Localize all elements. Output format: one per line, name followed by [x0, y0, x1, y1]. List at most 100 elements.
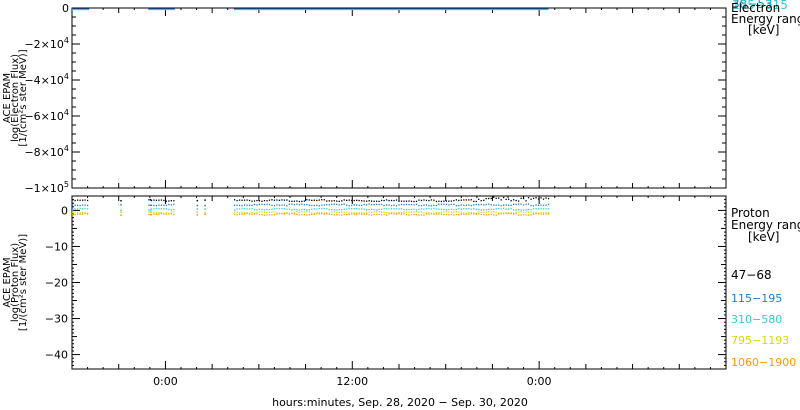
proton-point: [428, 204, 430, 207]
proton-point: [428, 199, 430, 202]
proton-point: [400, 212, 403, 214]
proton-point: [473, 212, 475, 214]
proton-point: [385, 211, 388, 214]
proton-legend-entry: 795−1193: [731, 334, 789, 347]
proton-point: [450, 203, 452, 206]
proton-point: [251, 204, 253, 207]
proton-point: [428, 212, 430, 214]
proton-point: [443, 200, 445, 202]
proton-point: [400, 213, 403, 215]
proton-point: [393, 213, 395, 215]
proton-point: [458, 211, 460, 213]
proton-point: [433, 212, 435, 214]
proton-point: [455, 205, 457, 207]
proton-point: [318, 207, 320, 210]
proton-point: [196, 214, 199, 216]
electron-ytick-label: −1×105: [24, 180, 69, 195]
proton-point: [76, 211, 79, 214]
proton-point: [253, 203, 256, 206]
proton-point: [74, 214, 76, 216]
proton-point: [258, 200, 261, 202]
proton-point: [512, 199, 515, 201]
proton-point: [328, 212, 330, 214]
proton-series-4: [72, 212, 550, 217]
proton-point: [403, 203, 405, 206]
proton-point: [498, 197, 500, 199]
proton-point: [378, 200, 380, 203]
proton-point: [301, 214, 303, 216]
proton-point: [348, 213, 350, 216]
proton-point: [276, 199, 278, 201]
proton-point: [246, 212, 248, 215]
proton-point: [346, 211, 348, 213]
proton-point: [510, 207, 512, 210]
proton-point: [248, 204, 251, 207]
proton-point: [266, 214, 268, 216]
proton-point: [418, 208, 420, 210]
proton-point: [256, 204, 258, 206]
proton-point: [527, 197, 530, 199]
proton-point: [238, 199, 241, 201]
proton-point: [505, 198, 507, 200]
proton-point: [403, 200, 405, 202]
proton-legend-entry: 310−580: [731, 313, 782, 326]
proton-point: [148, 209, 150, 211]
proton-point: [470, 199, 472, 201]
proton-point: [468, 204, 470, 206]
proton-point: [430, 205, 433, 207]
proton-point: [390, 205, 393, 207]
proton-point: [318, 212, 320, 214]
proton-point: [545, 197, 547, 199]
proton-point: [298, 200, 301, 203]
proton-point: [238, 213, 241, 215]
proton-point: [433, 207, 435, 210]
proton-point: [388, 204, 390, 206]
proton-point: [261, 203, 263, 206]
proton-point: [303, 208, 306, 211]
proton-point: [498, 207, 500, 210]
proton-point: [547, 213, 550, 215]
proton-point: [303, 200, 306, 202]
proton-point: [281, 199, 283, 201]
proton-point: [480, 200, 482, 202]
proton-frame: [71, 195, 727, 370]
proton-point: [418, 211, 420, 213]
proton-point: [520, 197, 522, 199]
proton-point: [72, 213, 74, 216]
proton-point: [512, 209, 515, 211]
proton-point: [258, 203, 261, 206]
proton-point: [420, 199, 423, 202]
proton-point: [512, 203, 515, 206]
proton-point: [515, 212, 517, 215]
proton-point: [410, 203, 413, 206]
proton-point: [465, 199, 467, 201]
proton-point: [478, 211, 480, 213]
proton-point: [383, 211, 385, 214]
proton-point: [81, 204, 84, 206]
proton-point: [365, 211, 368, 214]
proton-point: [341, 209, 343, 211]
proton-point: [273, 211, 276, 213]
proton-point: [165, 208, 168, 210]
proton-point: [326, 200, 328, 202]
proton-point: [251, 200, 253, 202]
proton-point: [204, 204, 206, 207]
proton-point: [527, 208, 530, 211]
proton-point: [173, 208, 175, 210]
proton-point: [415, 213, 418, 216]
proton-point: [353, 199, 355, 202]
proton-point: [150, 208, 153, 210]
proton-point: [408, 214, 410, 216]
proton-point: [370, 208, 373, 211]
proton-point: [430, 208, 433, 210]
proton-point: [503, 204, 505, 206]
proton-point: [353, 204, 355, 206]
proton-point: [316, 208, 318, 210]
proton-point: [483, 209, 485, 211]
proton-point: [440, 208, 443, 210]
proton-point: [450, 213, 452, 216]
proton-point: [468, 199, 470, 201]
proton-point: [438, 212, 440, 214]
proton-point: [505, 204, 507, 206]
electron-panel: 0 −2×104 −4×104 −6×104 −8×104 −1×105 ACE EPAMl…: [2, 0, 800, 195]
